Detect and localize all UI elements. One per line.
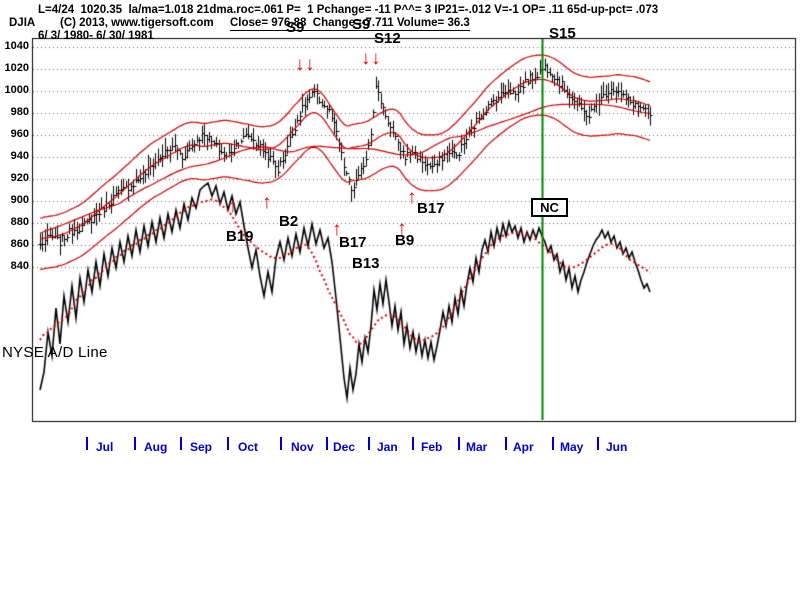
month-tick-icon [597,437,599,450]
y-axis-label-1040: 1040 [4,40,29,52]
quote-stats-label: Close= 976.88 Change=-7.711 Volume= 36.3 [230,17,470,31]
y-axis-label-960: 960 [10,128,29,140]
month-tick-icon [86,437,88,450]
month-tick-icon [326,437,328,450]
nc-box: NC [531,198,568,217]
y-axis-label-900: 900 [10,194,29,206]
month-label-apr: Apr [513,440,534,454]
sell-signal-s9: S9 [286,19,305,36]
month-label-jul: Jul [96,440,114,454]
sell-signal-s15: S15 [549,25,576,42]
month-label-sep: Sep [190,440,213,454]
month-label-dec: Dec [333,440,356,454]
buy-signal-b17: B17 [339,234,367,251]
month-label-jan: Jan [377,440,398,454]
y-axis-label-880: 880 [10,216,29,228]
down-arrow-icon: ↓ [295,54,305,75]
indicator-stats-line: L=4/24 1020.35 la/ma=1.018 21dma.roc=.06… [38,4,659,16]
date-range-label: 6/ 3/ 1980- 6/ 30/ 1981 [38,30,154,42]
down-arrow-icon: ↓ [371,48,381,69]
buy-signal-b9: B9 [395,232,415,249]
buy-signal-b17: B17 [417,200,445,217]
month-label-aug: Aug [144,440,168,454]
sell-signal-s12: S12 [374,30,401,47]
month-tick-icon [412,437,414,450]
month-label-mar: Mar [466,440,488,454]
month-tick-icon [227,437,229,450]
buy-signal-b13: B13 [352,255,380,272]
month-tick-icon [505,437,507,450]
copyright-label: (C) 2013, www.tigersoft.com [60,17,214,29]
buy-signal-b19: B19 [226,228,254,245]
y-axis-label-940: 940 [10,150,29,162]
y-axis-label-840: 840 [10,260,29,272]
symbol-label: DJIA [9,17,36,29]
month-label-may: May [560,440,584,454]
sell-signal-s9: S9 [352,16,371,33]
month-label-nov: Nov [291,440,314,454]
up-arrow-icon: ↑ [228,196,238,217]
y-axis-label-1000: 1000 [4,84,29,96]
up-arrow-icon: ↑ [262,192,272,213]
down-arrow-icon: ↓ [361,48,371,69]
month-label-jun: Jun [606,440,628,454]
buy-signal-b2: B2 [279,213,299,230]
ad-line-label: NYSE A/D Line [2,344,108,361]
down-arrow-icon: ↓ [305,54,315,75]
month-tick-icon [368,437,370,450]
y-axis-label-920: 920 [10,172,29,184]
y-axis-label-980: 980 [10,106,29,118]
up-arrow-icon: ↑ [332,219,342,240]
y-axis-label-860: 860 [10,238,29,250]
month-tick-icon [134,437,136,450]
up-arrow-icon: ↑ [407,187,417,208]
up-arrow-icon: ↑ [397,218,407,239]
month-tick-icon [552,437,554,450]
y-axis-label-1020: 1020 [4,62,29,74]
month-label-feb: Feb [421,440,443,454]
month-tick-icon [458,437,460,450]
month-tick-icon [280,437,282,450]
month-label-oct: Oct [238,440,259,454]
month-tick-icon [180,437,182,450]
